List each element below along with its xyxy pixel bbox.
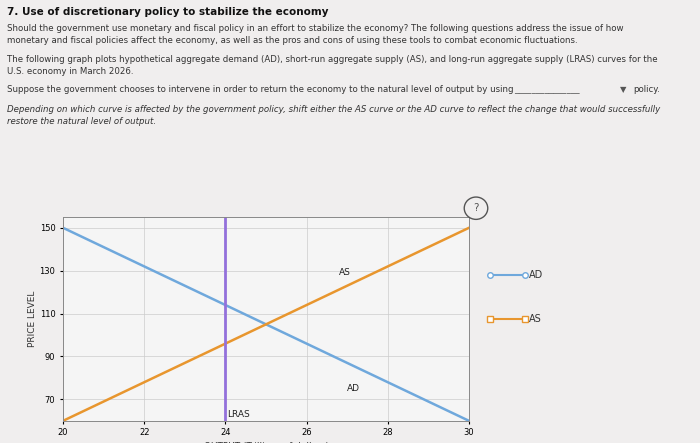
Text: Depending on which curve is affected by the government policy, shift either the : Depending on which curve is affected by … xyxy=(7,105,660,114)
Text: Suppose the government chooses to intervene in order to return the economy to th: Suppose the government chooses to interv… xyxy=(7,85,514,94)
Text: AD: AD xyxy=(347,384,360,393)
Text: 7. Use of discretionary policy to stabilize the economy: 7. Use of discretionary policy to stabil… xyxy=(7,7,328,17)
Text: ▼: ▼ xyxy=(620,85,626,94)
Text: LRAS: LRAS xyxy=(228,410,250,419)
Text: The following graph plots hypothetical aggregate demand (AD), short-run aggregat: The following graph plots hypothetical a… xyxy=(7,55,657,64)
Text: policy.: policy. xyxy=(634,85,660,94)
Y-axis label: PRICE LEVEL: PRICE LEVEL xyxy=(28,291,36,347)
Text: U.S. economy in March 2026.: U.S. economy in March 2026. xyxy=(7,67,134,76)
X-axis label: OUTPUT (Trillions of dollars): OUTPUT (Trillions of dollars) xyxy=(204,442,328,443)
Text: ?: ? xyxy=(473,203,479,213)
Text: Should the government use monetary and fiscal policy in an effort to stabilize t: Should the government use monetary and f… xyxy=(7,24,624,33)
Text: _______________: _______________ xyxy=(514,85,580,94)
Text: AS: AS xyxy=(339,268,351,277)
Text: AD: AD xyxy=(528,270,542,280)
Text: restore the natural level of output.: restore the natural level of output. xyxy=(7,117,156,126)
Text: AS: AS xyxy=(528,314,541,324)
Text: monetary and fiscal policies affect the economy, as well as the pros and cons of: monetary and fiscal policies affect the … xyxy=(7,36,578,45)
